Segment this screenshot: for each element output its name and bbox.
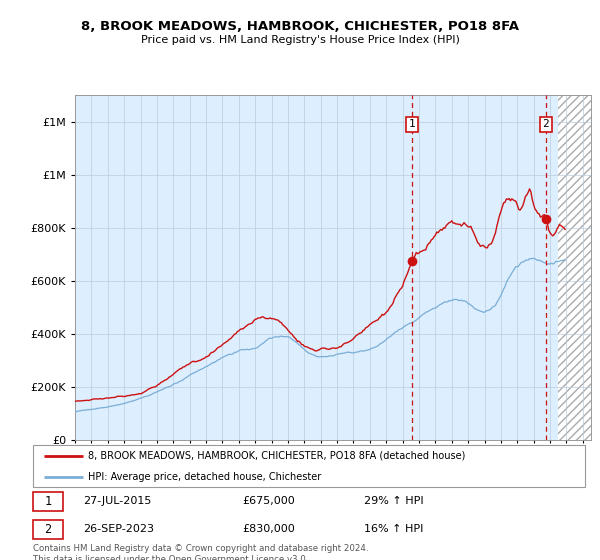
Text: £830,000: £830,000 xyxy=(243,524,296,534)
Text: 29% ↑ HPI: 29% ↑ HPI xyxy=(364,496,424,506)
Text: 1: 1 xyxy=(44,494,52,507)
Text: 8, BROOK MEADOWS, HAMBROOK, CHICHESTER, PO18 8FA (detached house): 8, BROOK MEADOWS, HAMBROOK, CHICHESTER, … xyxy=(88,451,466,461)
FancyBboxPatch shape xyxy=(33,492,64,511)
Text: 8, BROOK MEADOWS, HAMBROOK, CHICHESTER, PO18 8FA: 8, BROOK MEADOWS, HAMBROOK, CHICHESTER, … xyxy=(81,20,519,32)
Text: 1: 1 xyxy=(409,119,415,129)
Text: 26-SEP-2023: 26-SEP-2023 xyxy=(83,524,154,534)
Text: 2: 2 xyxy=(542,119,550,129)
Text: 27-JUL-2015: 27-JUL-2015 xyxy=(83,496,151,506)
Text: Contains HM Land Registry data © Crown copyright and database right 2024.
This d: Contains HM Land Registry data © Crown c… xyxy=(33,544,368,560)
Text: £675,000: £675,000 xyxy=(243,496,296,506)
FancyBboxPatch shape xyxy=(33,445,585,487)
Bar xyxy=(558,95,591,440)
Text: 2: 2 xyxy=(44,523,52,536)
Bar xyxy=(75,95,558,440)
Text: 16% ↑ HPI: 16% ↑ HPI xyxy=(364,524,424,534)
Text: Price paid vs. HM Land Registry's House Price Index (HPI): Price paid vs. HM Land Registry's House … xyxy=(140,35,460,45)
Text: HPI: Average price, detached house, Chichester: HPI: Average price, detached house, Chic… xyxy=(88,472,322,482)
FancyBboxPatch shape xyxy=(33,520,64,539)
